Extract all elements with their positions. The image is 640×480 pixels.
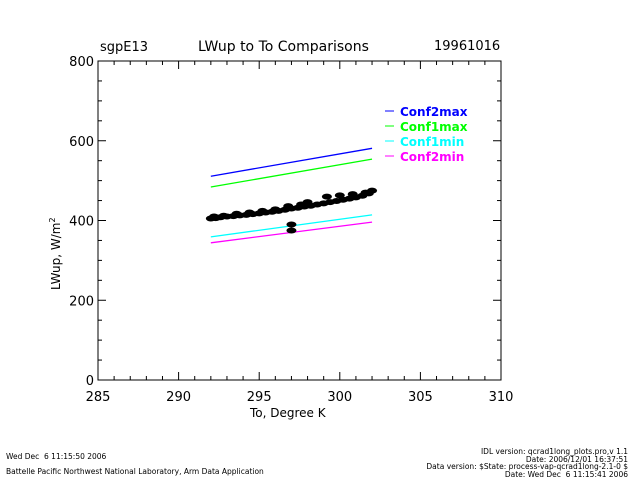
data-version: Data version: $State: process-vap-qcrad1…	[426, 462, 628, 471]
legend-label: Conf2max	[400, 105, 468, 119]
organization: Battelle Pacific Northwest National Labo…	[6, 467, 264, 476]
x-axis-label: To, Degree K	[249, 406, 327, 420]
idl-date: Date: 2006/12/01 16:37:51	[525, 454, 628, 464]
version-info: IDL version: qcrad1long_plots.pro,v 1.1 D…	[426, 448, 628, 478]
run-date: Wed Dec 6 11:15:50 2006	[6, 452, 107, 461]
data-point	[209, 213, 220, 220]
data-point	[231, 210, 242, 217]
legend-label: Conf1max	[400, 120, 468, 134]
data-point	[367, 187, 378, 194]
legend-label: Conf1min	[400, 135, 464, 149]
data-point	[321, 193, 332, 200]
x-tick-label: 285	[86, 390, 111, 405]
data-point	[283, 203, 294, 210]
data-point	[347, 191, 358, 198]
data-point	[270, 206, 281, 213]
chart-title: LWup to To Comparisons	[198, 39, 369, 55]
date-label: 19961016	[434, 39, 500, 54]
y-tick-label: 400	[69, 215, 94, 230]
x-tick-label: 295	[247, 390, 272, 405]
data-point	[218, 212, 229, 219]
y-axis-label: LWup, W/m2	[48, 217, 63, 290]
y-tick-label: 800	[69, 55, 94, 70]
x-tick-label: 305	[408, 390, 433, 405]
data-point	[334, 192, 345, 199]
data-point	[286, 227, 297, 234]
data-point	[257, 207, 268, 214]
x-tick-label: 310	[489, 390, 514, 405]
series-line-conf1max	[210, 158, 373, 188]
series-line-conf2max	[210, 147, 373, 177]
x-tick-label: 300	[327, 390, 352, 405]
idl-version: IDL version: qcrad1long_plots.pro,v 1.1	[480, 447, 628, 456]
data-date: Date: Wed Dec 6 11:15:41 2006	[504, 469, 628, 479]
y-tick-label: 200	[69, 294, 94, 309]
data-point	[286, 221, 297, 228]
x-tick-label: 290	[166, 390, 191, 405]
data-point	[244, 209, 255, 216]
data-point	[302, 199, 313, 206]
site-label: sgpE13	[100, 40, 148, 55]
y-tick-label: 600	[69, 135, 94, 150]
legend-label: Conf2min	[400, 150, 464, 164]
chart: sgpE13 LWup to To Comparisons 19961016 2…	[48, 39, 514, 420]
y-tick-label: 0	[86, 374, 94, 389]
